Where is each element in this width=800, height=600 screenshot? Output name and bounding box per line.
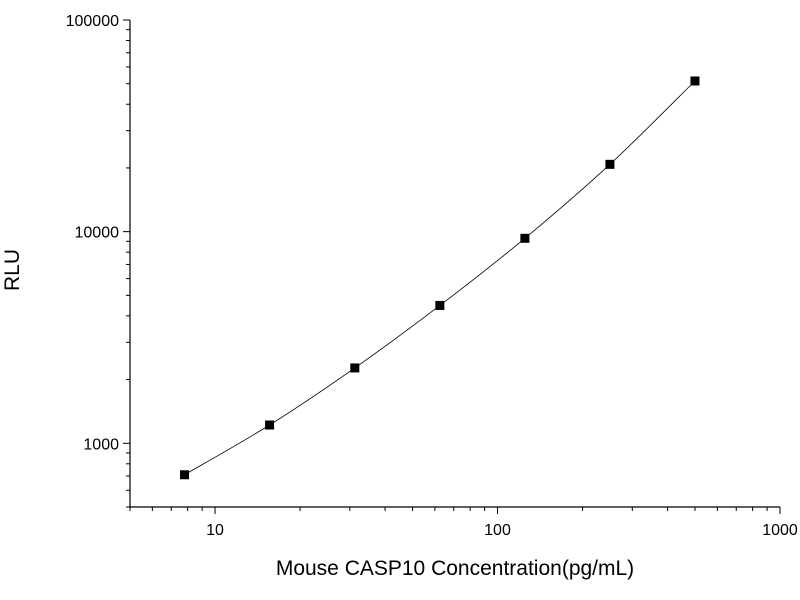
data-point-marker: [520, 233, 530, 243]
x-tick-label: 1000: [762, 522, 798, 539]
y-axis-title: RLU: [1, 249, 24, 291]
data-point-marker: [350, 363, 360, 373]
x-tick-label: 100: [484, 522, 511, 539]
axes: [129, 20, 780, 508]
tick-marks: [123, 19, 781, 514]
data-point-marker: [690, 76, 700, 86]
data-point-marker: [180, 470, 190, 480]
tick-labels: 10 100 1000 1000 10000 100000: [66, 13, 798, 539]
y-tick-label: 100000: [66, 13, 119, 30]
data-point-marker: [265, 420, 275, 430]
y-tick-label: 1000: [83, 436, 119, 453]
x-tick-label: 10: [206, 522, 224, 539]
x-axis-title: Mouse CASP10 Concentration(pg/mL): [276, 557, 634, 580]
fit-curve: [184, 80, 696, 476]
data-point-marker: [435, 300, 445, 310]
y-tick-label: 10000: [75, 225, 120, 242]
data-point-marker: [605, 159, 615, 169]
series-layer: [180, 76, 700, 480]
